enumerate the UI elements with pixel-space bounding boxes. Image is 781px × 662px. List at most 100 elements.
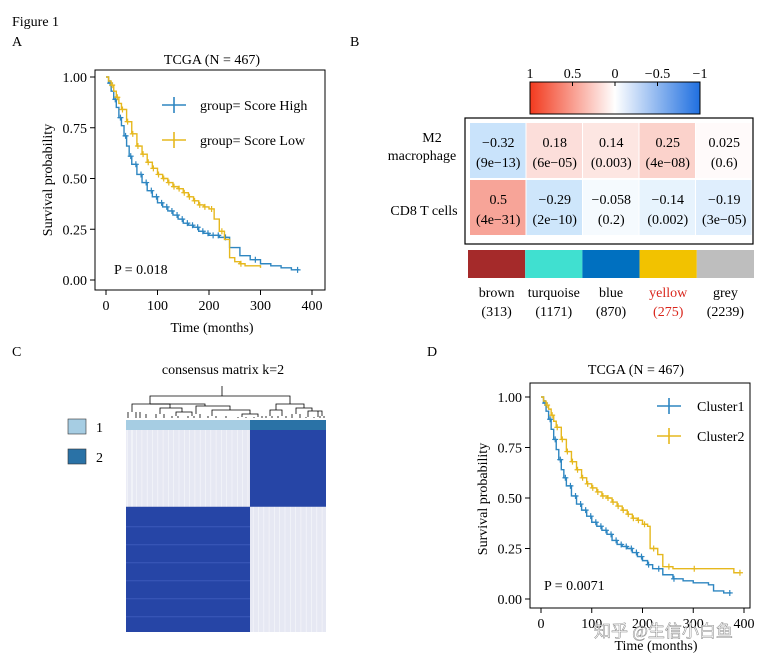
km-d-x-ticks: 0 100 200 300 400	[538, 608, 755, 632]
km-d-censor-1-7	[579, 474, 586, 481]
km-a-censor-0-2	[117, 114, 124, 121]
km-d-censor-0-5	[567, 482, 574, 489]
km-d-censor-0-3	[557, 456, 564, 463]
km-d-frame	[529, 382, 751, 609]
panel-label-d: D	[427, 345, 437, 360]
consensus-annotation-cluster1	[126, 420, 250, 430]
km-d-xtick-label-1: 100	[581, 617, 602, 632]
km-d-censor-0-7	[577, 501, 584, 508]
km-a-censor-0-6	[138, 171, 145, 178]
km-d-censor-1-22	[691, 565, 698, 572]
km-a-ytick-label-4: 1.00	[63, 71, 88, 86]
km-d-xtick-label-0: 0	[538, 617, 545, 632]
km-a-legend: group= Score High group= Score Low	[162, 97, 307, 149]
km-d-censor-0-23	[726, 589, 733, 596]
km-a-curves	[106, 76, 301, 273]
km-d-censor-1-12	[604, 495, 611, 501]
km-a-curve-1	[106, 76, 262, 268]
km-d-y-ticks: 0.00 0.25 0.50 0.75 1.00	[498, 391, 530, 608]
heatmap-b-value-0-0: −0.32	[482, 136, 514, 151]
km-a-censor-0-14	[179, 216, 186, 223]
heatmap-b-pvalue-1-0: (4e−31)	[476, 213, 521, 228]
heatmap-b-value-1-3: −0.14	[652, 193, 684, 208]
km-d-censor-0-2	[552, 436, 559, 443]
km-a-ytick-label-3: 0.75	[63, 122, 88, 137]
heatmap-b-pvalue-1-2: (0.2)	[598, 213, 625, 228]
heatmap-b-pvalue-0-4: (0.6)	[711, 156, 738, 171]
km-d-censor-1-11	[599, 492, 606, 499]
heatmap-b-value-0-4: 0.025	[709, 136, 741, 151]
km-a-censor-1-16	[191, 197, 198, 204]
km-d-censor-0-6	[572, 492, 579, 499]
module-swatch-turquoise	[525, 250, 583, 278]
km-a-xtick-label-3: 300	[250, 299, 271, 314]
km-a-frame	[94, 69, 326, 291]
km-d-censor-0-13	[608, 531, 615, 538]
module-count-blue: (870)	[596, 305, 627, 320]
km-a-pvalue: P = 0.018	[114, 263, 168, 278]
km-a-censor-1-2	[119, 106, 126, 113]
km-a-censor-1-10	[160, 175, 167, 182]
km-d-censor-0-22	[670, 575, 677, 582]
km-a-censor-0-16	[189, 222, 196, 229]
km-d-ytick-label-2: 0.50	[498, 492, 523, 507]
km-d-censor-0-19	[638, 553, 645, 560]
km-a-censor-1-5	[134, 143, 141, 150]
km-d-curve-1	[541, 396, 739, 574]
km-d-censor-1-15	[620, 507, 627, 514]
module-color-bar	[468, 250, 754, 278]
km-d-censor-1-10	[594, 488, 601, 495]
km-a-censor-1-9	[155, 171, 162, 178]
km-d-title: TCGA (N = 467)	[588, 363, 685, 378]
km-d-xlabel: Time (months)	[614, 639, 697, 654]
km-a-censor-1-12	[170, 183, 177, 190]
km-a-censor-0-24	[294, 266, 301, 273]
heatmap-b-value-0-1: 0.18	[543, 136, 568, 151]
module-swatch-grey	[696, 250, 754, 278]
legend-low-label: group= Score Low	[200, 134, 306, 149]
panel-b: 1 0.5 0 −0.5 −1 M2 macrophage CD8 T cells −0…	[388, 67, 754, 320]
km-d-xtick-label-4: 400	[734, 617, 755, 632]
km-a-censor-1-4	[129, 130, 136, 137]
km-a-censor-0-7	[143, 179, 150, 186]
km-d-censor-1-20	[650, 545, 657, 552]
km-a-ytick-label-2: 0.50	[63, 173, 88, 188]
km-a-censor-1-3	[124, 118, 131, 125]
km-d-censor-0-1	[547, 416, 554, 423]
module-label-turquoise: turquoise	[528, 286, 580, 301]
km-d-censor-0-12	[602, 527, 609, 534]
dendrogram-root	[149, 386, 291, 404]
row-label-m2-line1: M2	[422, 131, 441, 146]
km-a-censor-0-10	[158, 199, 165, 206]
km-a-censor-0-4	[127, 153, 134, 160]
km-a-censor-1-1	[114, 94, 121, 101]
colorbar-tick-label-1: 0.5	[564, 67, 582, 82]
km-a-censor-0-17	[194, 224, 201, 231]
km-a-censor-0-9	[153, 193, 160, 200]
panel-label-b: B	[350, 35, 359, 50]
km-d-pvalue: P = 0.0071	[544, 579, 605, 594]
colorbar-ticks: 1 0.5 0 −0.5 −1	[527, 67, 707, 86]
km-d-censor-1-4	[564, 448, 571, 455]
km-a-censor-0-13	[174, 212, 181, 219]
km-a-censor-0-23	[252, 256, 259, 263]
km-a-censor-0-12	[168, 207, 175, 214]
heatmap-b-cell-1-0	[470, 180, 526, 235]
panel-label-a: A	[12, 35, 23, 50]
heatmap-b-value-0-3: 0.25	[656, 136, 681, 151]
km-a-censor-1-6	[140, 151, 147, 158]
legend-high-label: group= Score High	[200, 99, 307, 114]
km-a-censor-0-8	[148, 187, 155, 194]
km-d-censor-0-4	[562, 474, 569, 481]
km-d-censor-1-3	[559, 436, 566, 443]
km-d-censor-1-2	[554, 424, 561, 431]
module-count-yellow: (275)	[653, 305, 684, 320]
heatmap-b-pvalue-0-3: (4e−08)	[646, 156, 691, 171]
km-d-ytick-label-0: 0.00	[498, 593, 523, 608]
consensus-matrix	[125, 420, 326, 632]
row-label-cd8: CD8 T cells	[390, 204, 457, 219]
km-a-y-ticks: 0.00 0.25 0.50 0.75 1.00	[63, 71, 95, 289]
module-swatch-blue	[582, 250, 640, 278]
km-d-censor-0-17	[628, 545, 635, 552]
km-a-censor-1-17	[196, 201, 203, 208]
